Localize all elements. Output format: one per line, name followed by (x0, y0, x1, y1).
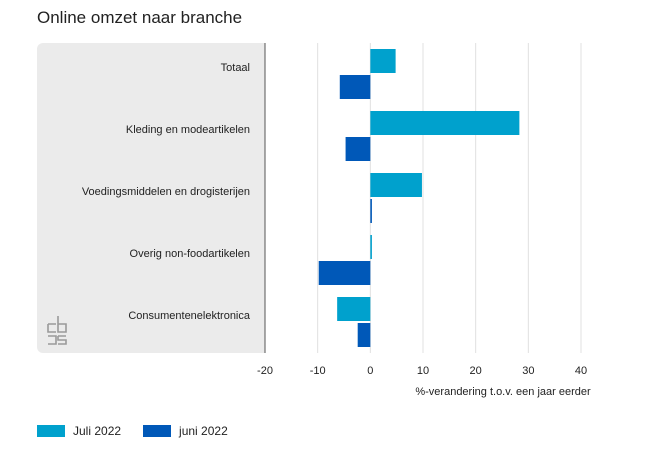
x-tick-label: -20 (257, 365, 273, 377)
legend-item-juni: juni 2022 (143, 424, 228, 438)
bar-juli (370, 49, 396, 73)
logo-stroke (57, 316, 67, 333)
chart-title: Online omzet naar branche (37, 8, 243, 27)
legend-swatch-juli (37, 425, 65, 437)
x-tick-label: 30 (522, 365, 534, 377)
x-tick-label: -10 (310, 365, 326, 377)
logo-stroke (47, 323, 56, 333)
bar-juni (339, 75, 371, 99)
legend-label-juli: Juli 2022 (73, 424, 122, 438)
category-panel (37, 43, 265, 353)
bar-juli (337, 297, 371, 321)
x-tick-label: 20 (470, 365, 482, 377)
category-panel-edge (255, 43, 265, 353)
bar-juli (370, 173, 422, 197)
bar-juni (345, 137, 371, 161)
category-label: Totaal (221, 62, 250, 74)
cbs-logo-icon (47, 316, 67, 345)
category-label: Voedingsmiddelen en drogisterijen (82, 186, 250, 198)
bar-juni (318, 261, 371, 285)
bar-juli (370, 111, 520, 135)
legend-label-juni: juni 2022 (179, 424, 228, 438)
category-label: Consumentenelektronica (128, 310, 251, 322)
x-tick-label: 10 (417, 365, 429, 377)
x-tick-label: 40 (575, 365, 587, 377)
legend-item-juli: Juli 2022 (37, 424, 121, 438)
category-label: Kleding en modeartikelen (126, 124, 250, 136)
x-axis-title: %-verandering t.o.v. een jaar eerder (415, 386, 591, 398)
x-tick-label: 0 (367, 365, 373, 377)
bar-juni (357, 323, 371, 347)
legend: Juli 2022 juni 2022 (37, 424, 250, 438)
bar-juni (370, 199, 372, 223)
legend-swatch-juni (143, 425, 172, 437)
category-label: Overig non-foodartikelen (130, 248, 250, 260)
bar-juli (370, 235, 372, 259)
logo-stroke (48, 335, 67, 345)
